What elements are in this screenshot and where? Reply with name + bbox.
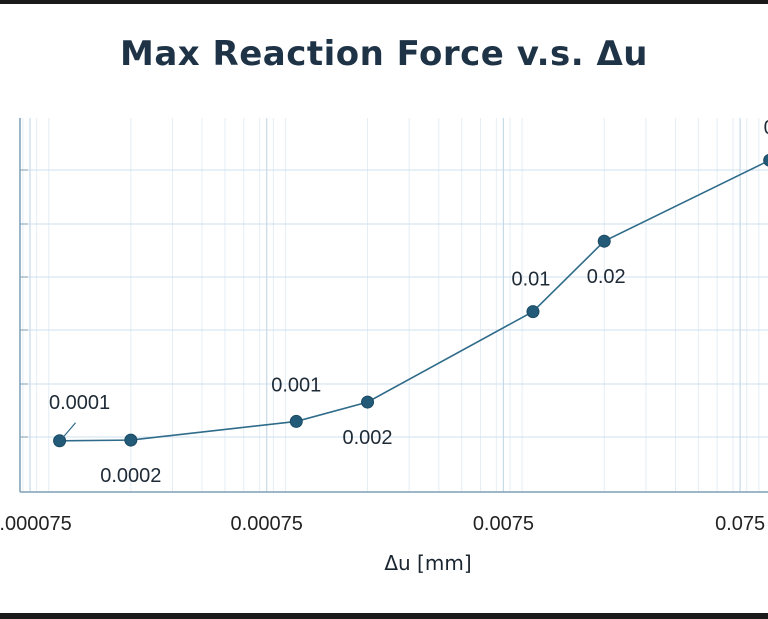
minor-gridlines — [22, 118, 760, 492]
x-tick-label: 0.00075 — [231, 513, 303, 535]
data-label: 0.0002 — [100, 465, 161, 487]
data-label: 0.02 — [587, 266, 626, 288]
x-tick-labels: 0.000075 0.00075 0.0075 0.075 — [0, 513, 765, 535]
data-point — [124, 433, 138, 447]
data-point — [53, 434, 67, 448]
data-label: 0.001 — [271, 374, 321, 396]
data-series — [53, 153, 768, 448]
x-tick-label: 0.0075 — [473, 513, 534, 535]
data-point — [289, 414, 303, 428]
axes — [19, 118, 768, 493]
data-point — [361, 395, 375, 409]
top-border — [0, 0, 768, 4]
x-tick-label: 0.075 — [715, 513, 765, 535]
data-labels: 0.0001 0.0002 0.001 0.002 0.01 0.02 0.1 — [49, 117, 768, 487]
chart-title: Max Reaction Force v.s. Δu — [119, 34, 649, 74]
data-label: 0.01 — [512, 269, 551, 291]
data-point — [526, 305, 540, 319]
data-point — [597, 234, 611, 248]
data-label: 0.002 — [342, 427, 392, 449]
data-point — [763, 153, 768, 167]
bottom-border — [0, 613, 768, 619]
x-axis-label: Δu [mm] — [384, 551, 471, 575]
series-line — [59, 160, 768, 442]
data-label: 0.1 — [764, 117, 768, 139]
data-label: 0.0001 — [49, 392, 110, 414]
major-gridlines — [20, 118, 768, 492]
data-label-leader — [63, 422, 77, 438]
x-tick-label: 0.000075 — [0, 513, 72, 535]
